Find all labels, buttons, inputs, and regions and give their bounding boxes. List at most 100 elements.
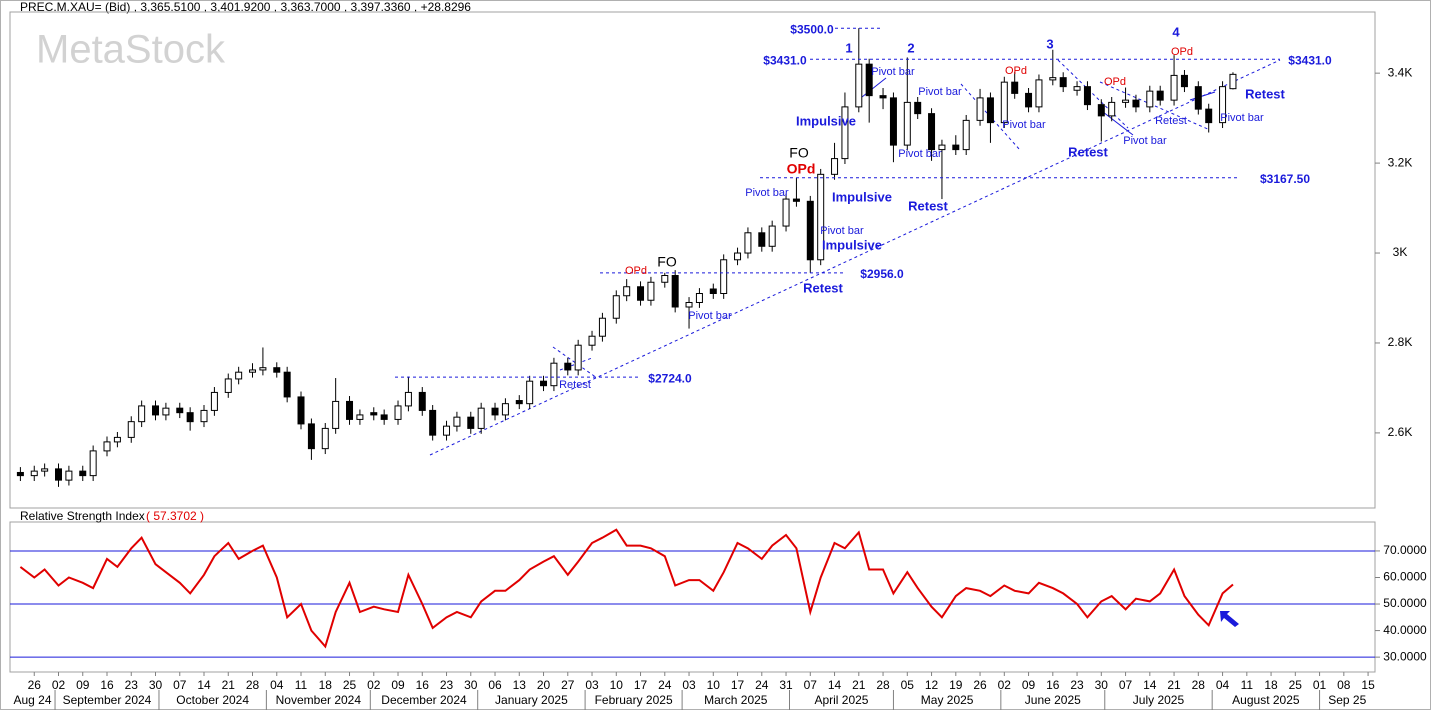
annotation: Retest bbox=[1245, 86, 1285, 101]
candle-body bbox=[55, 468, 63, 481]
candle-body bbox=[938, 144, 946, 151]
month-label: April 2025 bbox=[814, 693, 868, 707]
candle-body bbox=[16, 471, 24, 477]
annotation: Pivot bar bbox=[745, 187, 789, 199]
candle-body bbox=[962, 119, 970, 151]
candle-body bbox=[1146, 90, 1154, 108]
x-tick-label: 25 bbox=[343, 678, 357, 692]
candle-body bbox=[986, 97, 994, 124]
candle-body bbox=[903, 101, 911, 146]
candle-body bbox=[1073, 86, 1081, 91]
trend-line bbox=[1099, 81, 1211, 131]
month-label: May 2025 bbox=[921, 693, 974, 707]
x-tick-label: 06 bbox=[488, 678, 502, 692]
x-tick-label: 03 bbox=[682, 678, 696, 692]
annotation: Pivot bar bbox=[1002, 119, 1046, 131]
candle-body bbox=[89, 450, 97, 477]
candle-body bbox=[370, 412, 378, 416]
x-tick-label: 23 bbox=[1070, 678, 1084, 692]
annotation: Impulsive bbox=[822, 237, 882, 252]
x-tick-label: 02 bbox=[998, 678, 1012, 692]
month-label: October 2024 bbox=[176, 693, 249, 707]
annotation: Retest bbox=[803, 280, 843, 295]
x-tick-label: 15 bbox=[1361, 678, 1375, 692]
y-tick-label: 3.2K bbox=[1388, 155, 1413, 169]
candle-body bbox=[491, 407, 499, 416]
x-tick-label: 09 bbox=[1022, 678, 1036, 692]
candle-body bbox=[224, 378, 232, 393]
x-tick-label: 10 bbox=[610, 678, 624, 692]
candle-body bbox=[1170, 74, 1178, 101]
x-tick-label: 18 bbox=[1264, 678, 1278, 692]
candle-body bbox=[283, 371, 291, 398]
candle-body bbox=[879, 95, 887, 99]
x-tick-label: 09 bbox=[391, 678, 405, 692]
annotation: Retest bbox=[908, 198, 948, 213]
candle-body bbox=[103, 441, 111, 452]
x-tick-label: 31 bbox=[779, 678, 793, 692]
candle-body bbox=[453, 416, 461, 427]
candle-body bbox=[297, 396, 305, 425]
candle-body bbox=[952, 144, 960, 151]
x-tick-label: 01 bbox=[1313, 678, 1327, 692]
candle-body bbox=[841, 106, 849, 160]
rsi-title: Relative Strength Index bbox=[20, 509, 145, 523]
annotation: Retest bbox=[1155, 115, 1187, 127]
annotation: Retest bbox=[1068, 144, 1108, 159]
candle-body bbox=[540, 380, 548, 387]
y-tick-label: 50.0000 bbox=[1383, 596, 1427, 610]
candle-body bbox=[380, 414, 388, 420]
candle-body bbox=[792, 198, 800, 202]
annotation: Pivot bar bbox=[820, 225, 864, 237]
x-tick-label: 05 bbox=[901, 678, 915, 692]
x-tick-label: 02 bbox=[367, 678, 381, 692]
watermark: MetaStock bbox=[36, 28, 226, 72]
annotation: Impulsive bbox=[832, 189, 892, 204]
x-tick-label: 11 bbox=[295, 678, 308, 692]
candle-body bbox=[1000, 81, 1008, 124]
candle-body bbox=[806, 200, 814, 261]
annotation: Pivot bar bbox=[918, 86, 962, 98]
month-label: January 2025 bbox=[495, 693, 568, 707]
candle-body bbox=[1132, 99, 1140, 108]
candle-body bbox=[598, 317, 606, 337]
quote-header: PREC.M.XAU= (Bid) , 3,365.5100 , 3,401.9… bbox=[20, 0, 471, 14]
candle-body bbox=[346, 400, 354, 420]
month-label: Sep 25 bbox=[1328, 693, 1366, 707]
y-tick-label: 3.4K bbox=[1388, 65, 1413, 79]
x-tick-label: 26 bbox=[973, 678, 987, 692]
candle-body bbox=[1097, 104, 1105, 117]
candle-body bbox=[127, 421, 135, 438]
candle-body bbox=[831, 158, 839, 175]
rsi-current: ( 57.3702 ) bbox=[146, 509, 204, 523]
candle-body bbox=[1035, 79, 1043, 108]
candle-body bbox=[855, 63, 863, 108]
pointer-line bbox=[1102, 111, 1134, 136]
annotation: Impulsive bbox=[796, 113, 856, 128]
candle-body bbox=[574, 344, 582, 371]
level-label: $2724.0 bbox=[648, 371, 692, 385]
trend-line bbox=[1057, 59, 1129, 129]
x-tick-label: 21 bbox=[222, 678, 236, 692]
candle-body bbox=[914, 101, 922, 115]
x-tick-label: 26 bbox=[28, 678, 42, 692]
x-tick-label: 04 bbox=[1216, 678, 1230, 692]
x-tick-label: 08 bbox=[1337, 678, 1351, 692]
candle-body bbox=[817, 173, 825, 261]
candle-body bbox=[685, 301, 693, 308]
candle-body bbox=[356, 414, 364, 420]
x-tick-label: 07 bbox=[173, 678, 187, 692]
candle-body bbox=[889, 97, 897, 146]
candle-body bbox=[564, 362, 572, 371]
annotation: FO bbox=[789, 145, 809, 161]
month-label: December 2024 bbox=[381, 693, 467, 707]
candle-body bbox=[928, 113, 936, 151]
x-tick-label: 23 bbox=[440, 678, 454, 692]
month-label: November 2024 bbox=[276, 693, 362, 707]
month-label: Aug 24 bbox=[13, 693, 51, 707]
annotation: FO bbox=[657, 254, 677, 270]
candle-body bbox=[647, 281, 655, 301]
candle-body bbox=[1108, 101, 1116, 117]
candle-body bbox=[768, 225, 776, 247]
